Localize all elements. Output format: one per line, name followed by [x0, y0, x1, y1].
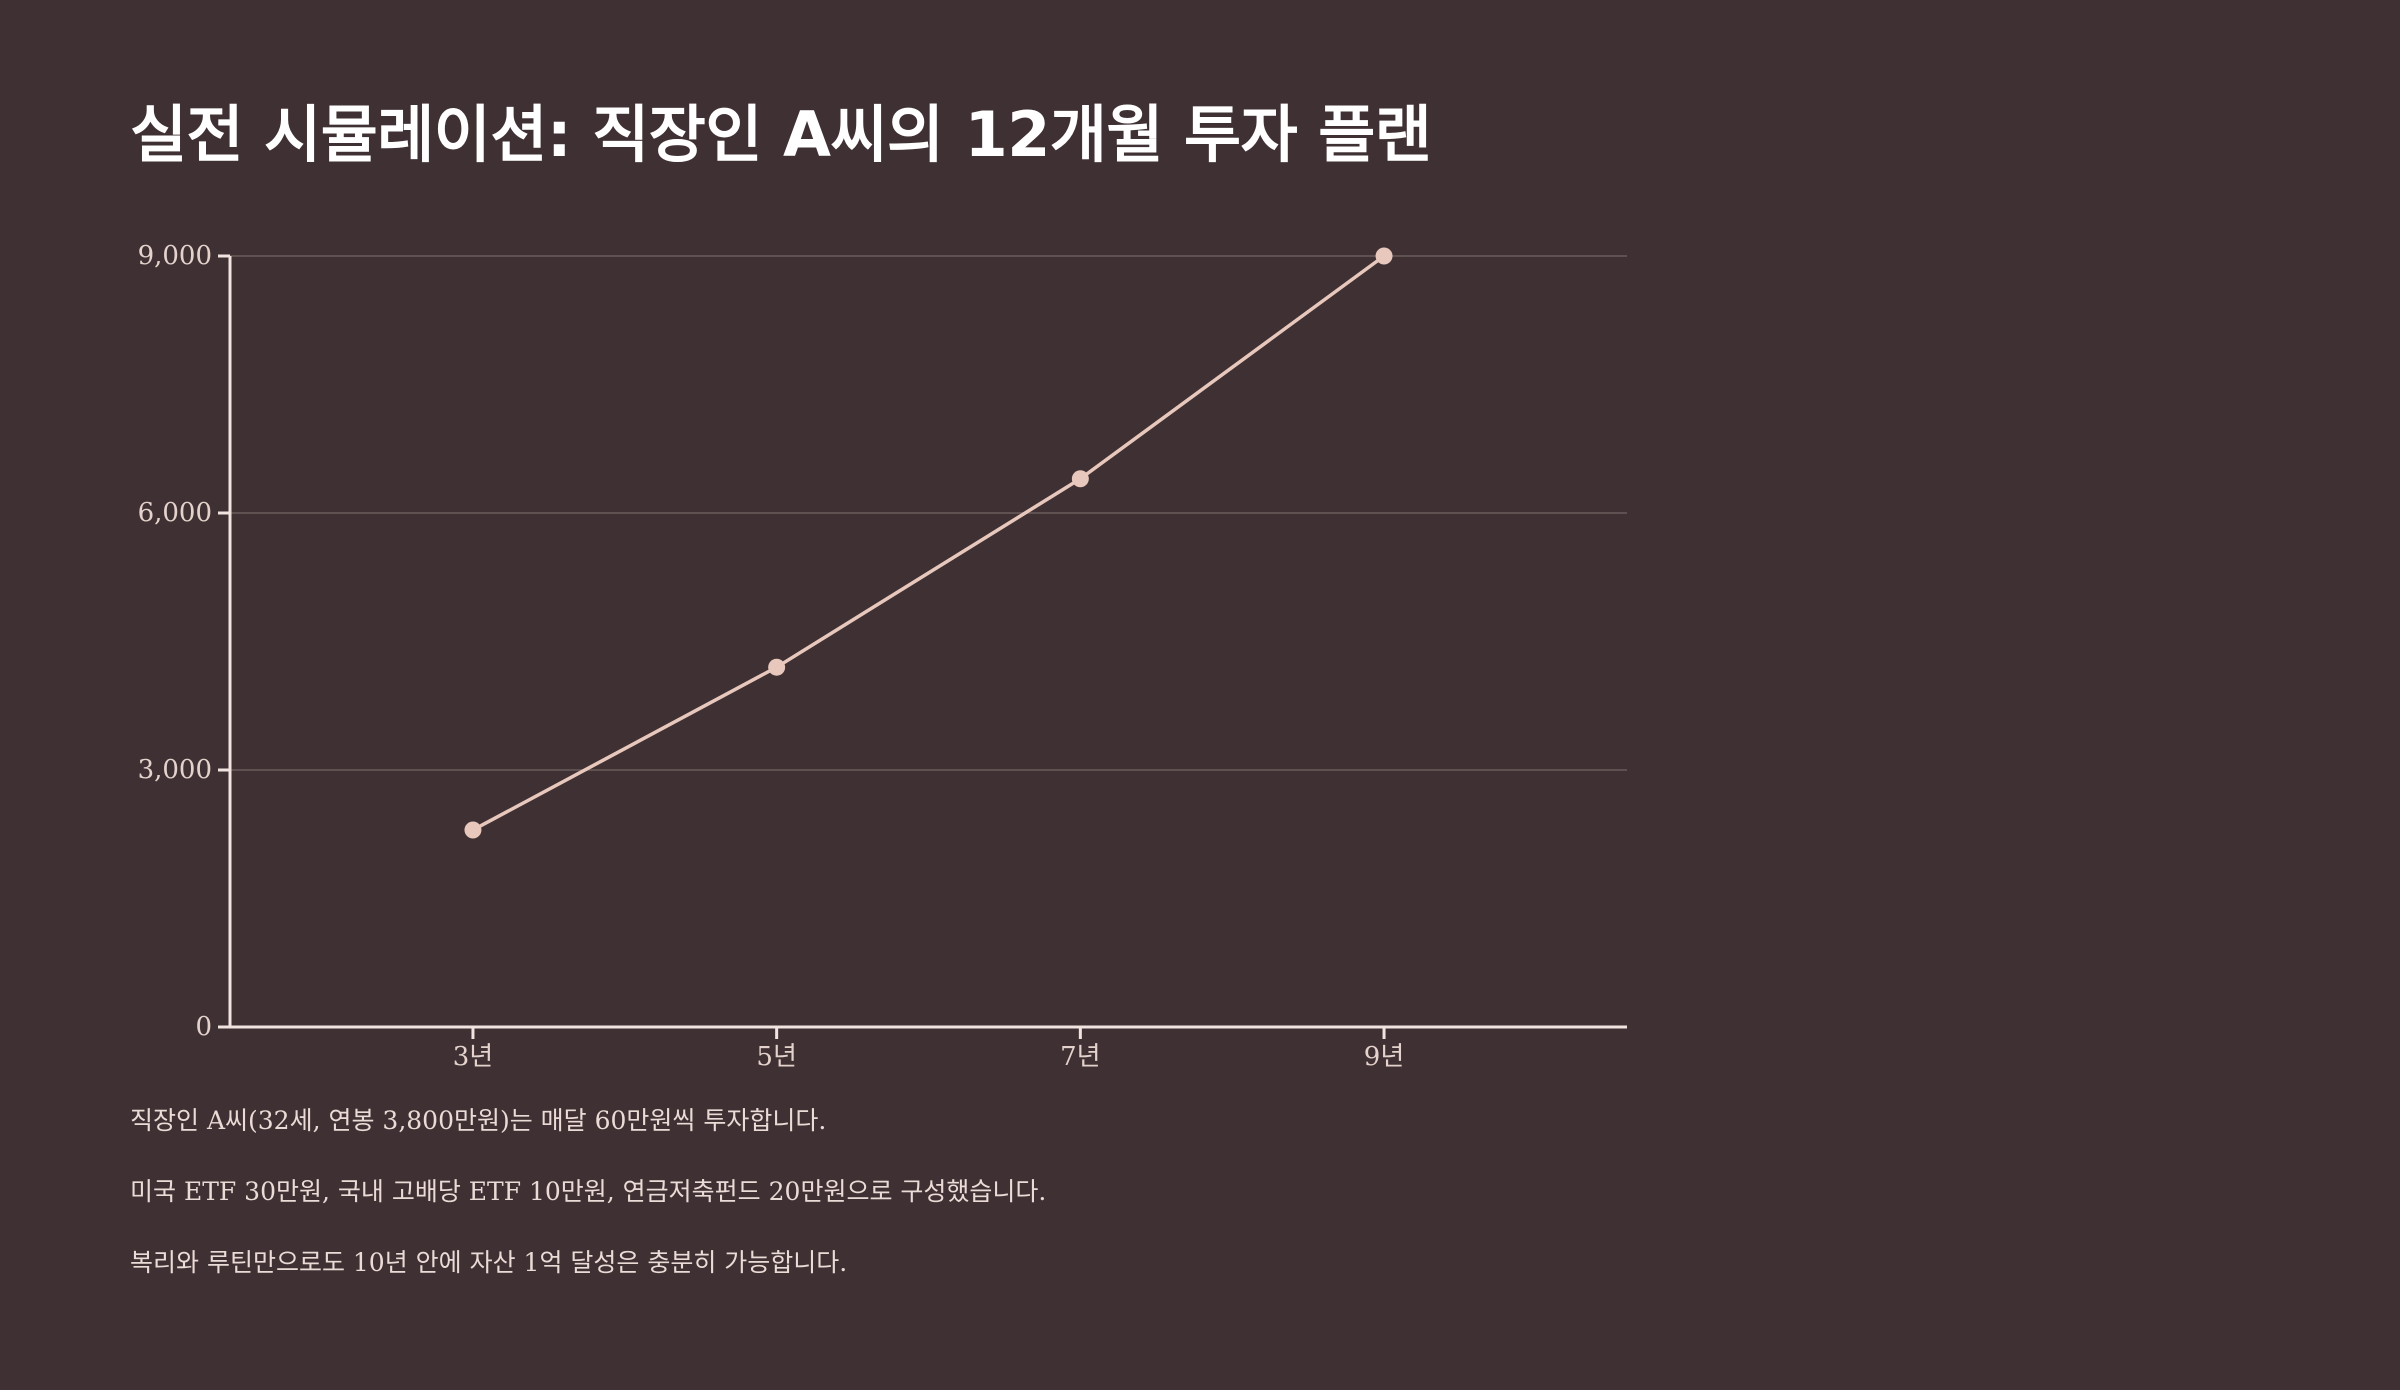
note-line: 미국 ETF 30만원, 국내 고배당 ETF 10만원, 연금저축펀드 20만… — [130, 1177, 1047, 1206]
series — [464, 247, 1393, 839]
x-tick-label: 5년 — [756, 1042, 796, 1072]
data-point — [1071, 470, 1089, 488]
note-line: 복리와 루틴만으로도 10년 안에 자산 1억 달성은 충분히 가능합니다. — [130, 1248, 848, 1277]
y-tick-label: 6,000 — [138, 498, 212, 528]
grid-lines — [230, 255, 1627, 771]
notes-list: 직장인 A씨(32세, 연봉 3,800만원)는 매달 60만원씩 투자합니다.… — [130, 1103, 1046, 1316]
x-tick-label: 9년 — [1364, 1042, 1404, 1072]
tick-labels: 0 3,000 6,000 9,000 3년 5년 7년 9년 — [138, 241, 1405, 1072]
x-tick-label: 3년 — [453, 1042, 493, 1072]
data-point — [464, 821, 482, 839]
page-title: 실전 시뮬레이션: 직장인 A씨의 12개월 투자 플랜 — [130, 98, 1432, 171]
note-line: 직장인 A씨(32세, 연봉 3,800만원)는 매달 60만원씩 투자합니다. — [130, 1106, 827, 1135]
x-tick-label: 7년 — [1060, 1042, 1100, 1072]
y-tick-label: 0 — [195, 1012, 212, 1042]
y-tick-label: 9,000 — [138, 241, 212, 271]
data-point — [1375, 247, 1393, 265]
axes — [218, 254, 1627, 1039]
series-line — [472, 254, 1386, 832]
y-tick-label: 3,000 — [138, 755, 212, 785]
data-point — [768, 658, 786, 676]
